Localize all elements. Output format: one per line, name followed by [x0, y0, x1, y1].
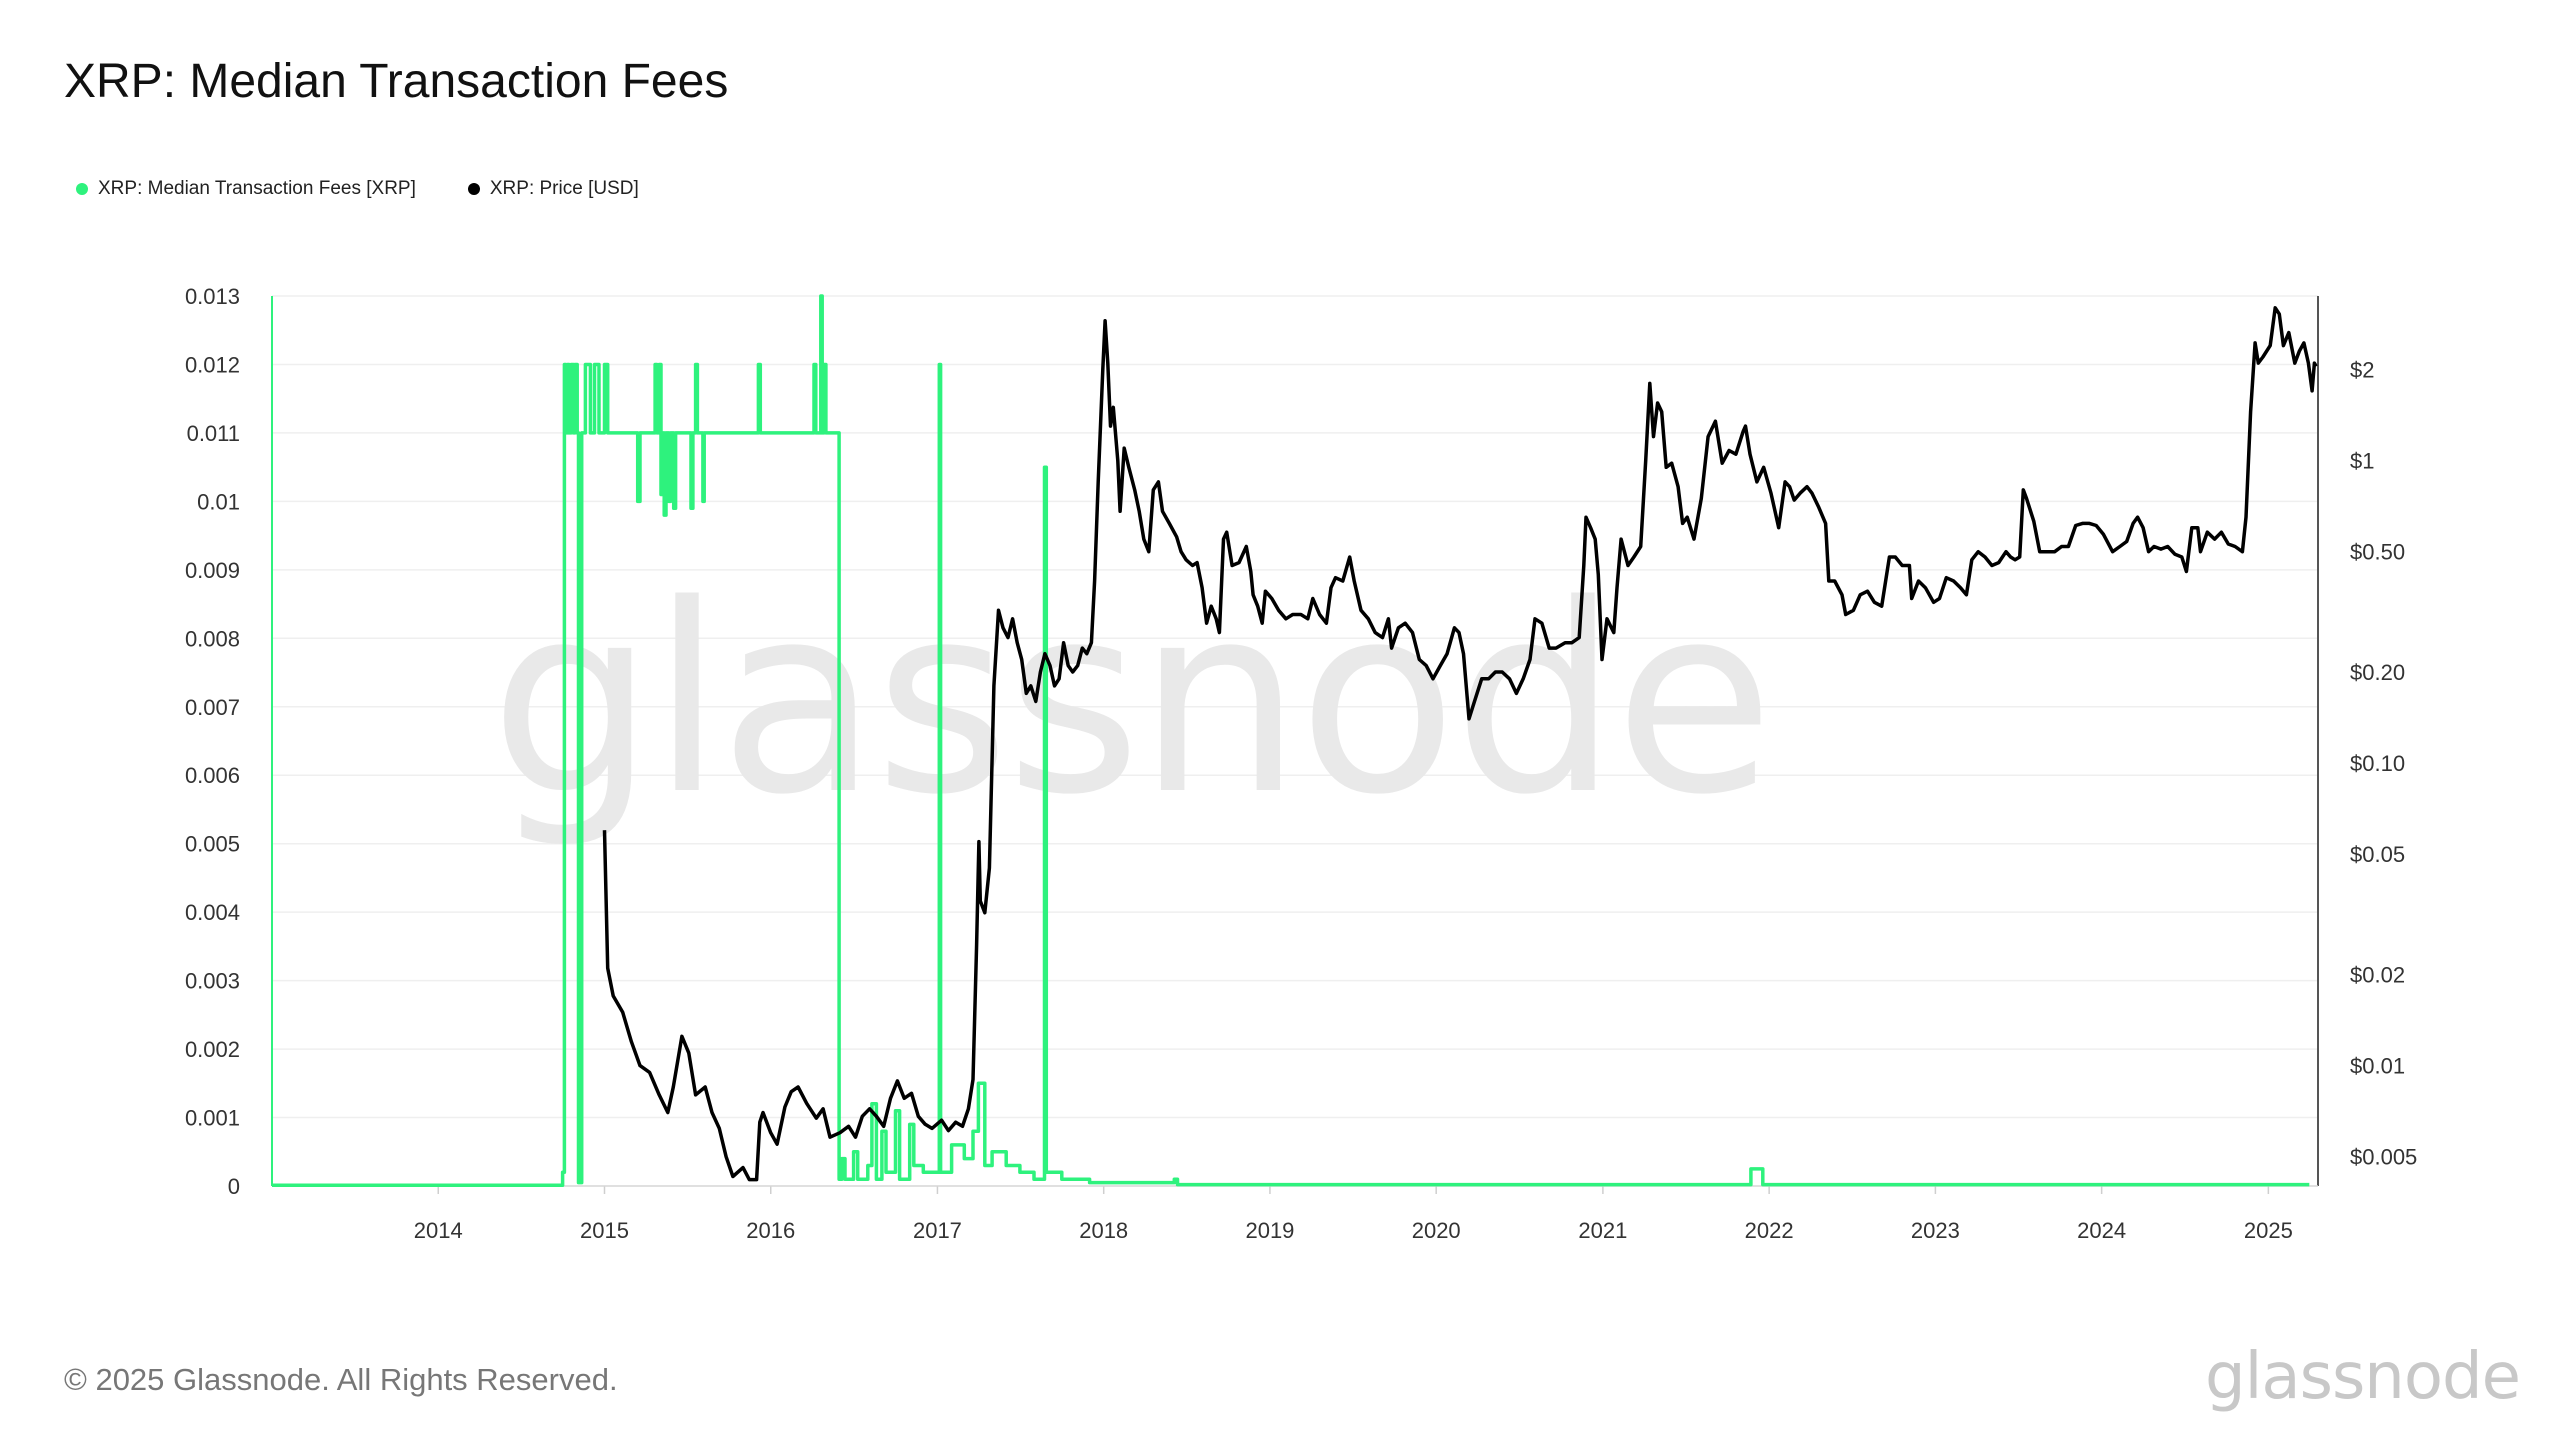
y-right-tick-label: $0.20 — [2350, 660, 2405, 685]
x-tick-label: 2022 — [1745, 1218, 1794, 1243]
y-right-tick-label: $1 — [2350, 449, 2374, 474]
footer-copyright: © 2025 Glassnode. All Rights Reserved. — [64, 1362, 618, 1397]
y-left-tick-label: 0.003 — [185, 969, 240, 994]
fees-series — [272, 294, 2310, 1188]
x-tick-label: 2014 — [414, 1218, 463, 1243]
footer-logo: glassnode — [2204, 1340, 2521, 1414]
x-tick-label: 2020 — [1412, 1218, 1461, 1243]
y-left-tick-label: 0.011 — [187, 421, 240, 446]
y-left-tick-label: 0.001 — [185, 1106, 240, 1131]
legend-item-fees[interactable]: XRP: Median Transaction Fees [XRP] — [76, 178, 416, 200]
x-tick-label: 2025 — [2244, 1218, 2293, 1243]
y-right-tick-label: $0.005 — [2350, 1145, 2417, 1170]
x-tick-label: 2016 — [746, 1218, 795, 1243]
legend-item-price[interactable]: XRP: Price [USD] — [467, 178, 639, 200]
chart-title: XRP: Median Transaction Fees — [64, 55, 729, 108]
fees-line — [272, 294, 2310, 1188]
y-right-tick-label: $0.01 — [2350, 1054, 2405, 1079]
price-series — [602, 306, 2318, 1182]
y-left-tick-label: 0 — [228, 1174, 240, 1199]
watermark: glassnode — [490, 550, 1770, 852]
y-left-tick-label: 0.012 — [185, 352, 240, 377]
price-line — [602, 306, 2318, 1182]
legend-dot-price — [467, 183, 480, 195]
y-left-tick-label: 0.009 — [185, 558, 240, 583]
y-left-tick-label: 0.007 — [185, 695, 240, 720]
y-left-tick-label: 0.008 — [185, 626, 240, 651]
x-tick-label: 2017 — [913, 1218, 962, 1243]
y-right-tick-label: $0.10 — [2350, 751, 2405, 776]
x-tick-label: 2024 — [2077, 1218, 2126, 1243]
x-tick-label: 2018 — [1079, 1218, 1128, 1243]
legend-label-price: XRP: Price [USD] — [489, 178, 639, 199]
grid-lines — [272, 295, 2318, 1119]
y-right-tick-label: $2 — [2350, 358, 2374, 383]
y-left-tick-label: 0.006 — [185, 763, 240, 788]
y-right-tick-label: $0.50 — [2350, 540, 2405, 565]
x-tick-label: 2021 — [1578, 1218, 1627, 1243]
y-right-tick-label: $0.05 — [2350, 842, 2405, 867]
legend-label-fees: XRP: Median Transaction Fees [XRP] — [98, 178, 416, 199]
tick-labels: 0 0.001 0.002 0.003 0.004 0.005 0.006 0.007 0.00… — [185, 284, 2417, 1243]
x-tick-label: 2023 — [1911, 1218, 1960, 1243]
x-tick-label: 2019 — [1245, 1218, 1294, 1243]
x-tick-label: 2015 — [580, 1218, 629, 1243]
y-left-tick-label: 0.002 — [185, 1037, 240, 1062]
y-left-tick-label: 0.004 — [185, 900, 240, 925]
y-left-tick-label: 0.01 — [197, 489, 240, 514]
y-right-tick-label: $0.02 — [2350, 963, 2405, 988]
y-left-tick-label: 0.005 — [185, 832, 240, 857]
legend: XRP: Median Transaction Fees [XRP] XRP: … — [76, 178, 639, 200]
legend-dot-fees — [76, 183, 88, 195]
y-left-tick-label: 0.013 — [185, 284, 240, 309]
